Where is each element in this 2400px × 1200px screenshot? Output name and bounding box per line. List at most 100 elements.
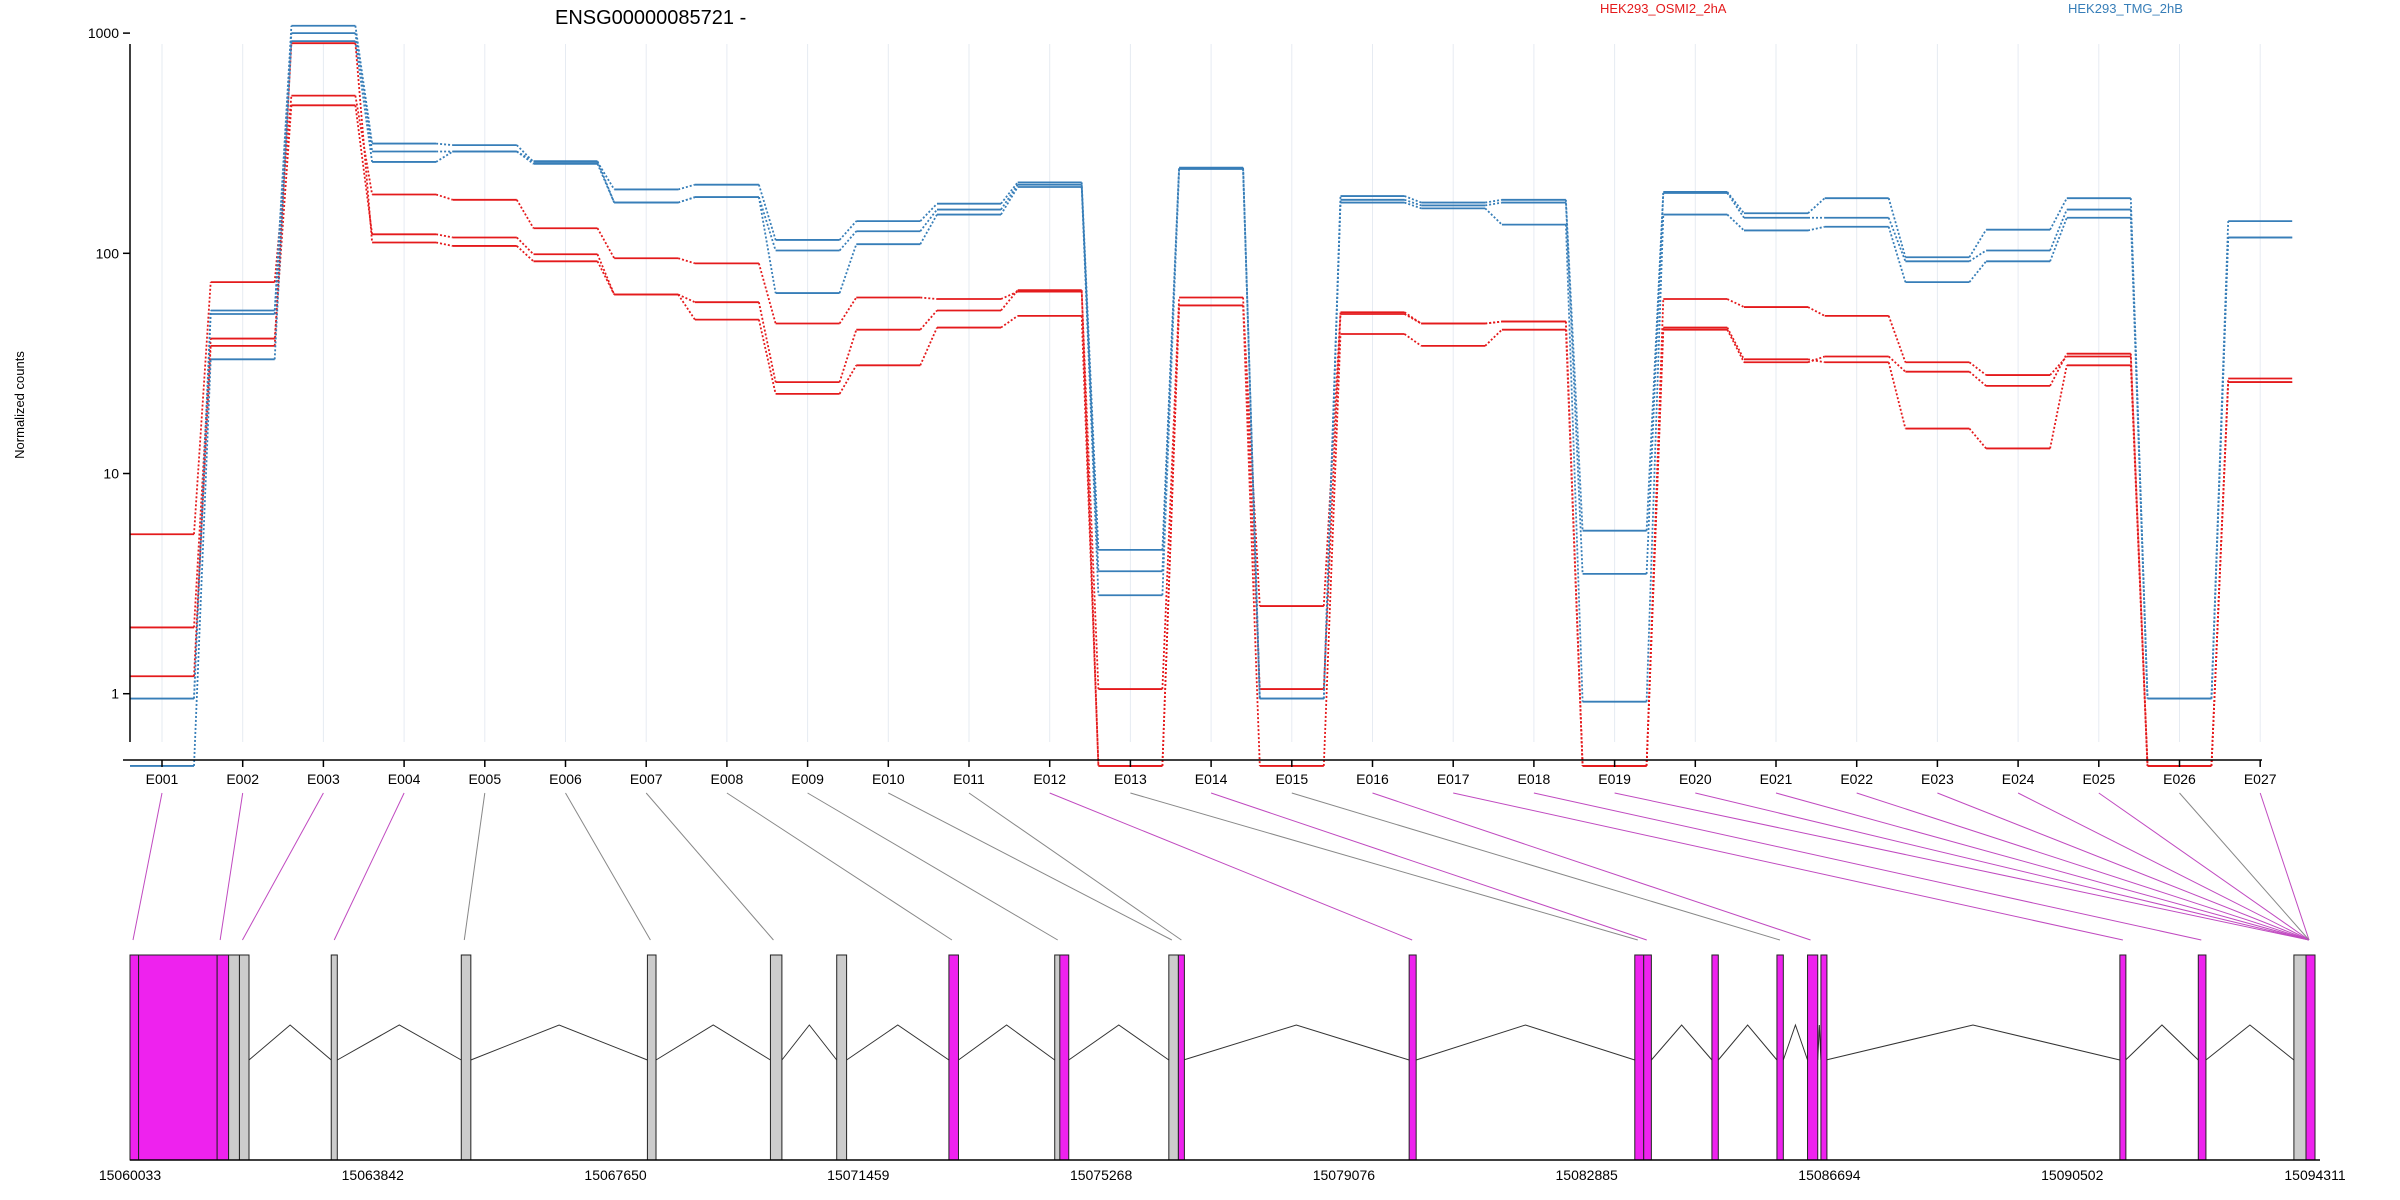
exon-connector xyxy=(1614,792,2310,941)
series-connector xyxy=(1968,427,1987,450)
x-tick-label: E027 xyxy=(2244,771,2277,787)
x-tick-label: E023 xyxy=(1921,771,1954,787)
genomic-tick-label: 15079076 xyxy=(1313,1167,1376,1183)
series-connector xyxy=(1000,186,1019,216)
y-tick-label: 100 xyxy=(96,245,120,261)
series-connector xyxy=(1080,290,1100,766)
series-connector xyxy=(1404,198,1422,207)
series-connector xyxy=(1968,371,1987,387)
series-connector xyxy=(838,364,858,395)
series-connector xyxy=(920,296,938,300)
series-connector xyxy=(1807,306,1826,317)
x-tick-label: E003 xyxy=(307,771,340,787)
intron-line xyxy=(958,1024,1056,1061)
exon-block-highlighted xyxy=(2197,954,2207,1161)
intron-line xyxy=(1717,1024,1778,1061)
exon-connector xyxy=(968,792,1182,941)
exon-block-highlighted xyxy=(1059,954,1070,1161)
series-connector xyxy=(758,319,777,395)
series-connector xyxy=(2049,365,2068,449)
series-connector xyxy=(596,227,615,259)
series-connector xyxy=(2049,197,2068,231)
y-tick-label: 1000 xyxy=(88,25,119,41)
exon-connector xyxy=(1775,792,2310,941)
x-tick-label: E014 xyxy=(1195,771,1228,787)
series-connector xyxy=(435,241,453,247)
series-connector xyxy=(516,150,534,162)
vertical-grid xyxy=(161,44,2261,742)
series-connector xyxy=(435,193,454,201)
series-connector xyxy=(1242,168,1261,699)
legend-entry-osmi: HEK293_OSMI2_2hA xyxy=(1600,1,1727,16)
series-connector xyxy=(1968,229,1987,258)
series-connector xyxy=(838,230,857,252)
y-ticks: 1 10 100 1000 xyxy=(88,25,130,761)
series-connector xyxy=(1726,327,1745,360)
series-lines xyxy=(130,24,2293,767)
intron-line xyxy=(248,1024,332,1061)
exon-block-highlighted xyxy=(1177,954,1185,1161)
exon-connector xyxy=(333,792,405,941)
series-connector xyxy=(354,32,373,152)
y-tick-label: 10 xyxy=(103,466,119,482)
series-connector xyxy=(1484,329,1503,347)
exon-block-highlighted xyxy=(1820,954,1828,1161)
series-connector xyxy=(1322,312,1342,607)
series-connector xyxy=(1887,315,1907,363)
exon-block xyxy=(330,954,338,1161)
exon-block-highlighted xyxy=(1643,954,1652,1161)
gene-model xyxy=(129,954,2320,1161)
series-connector xyxy=(677,257,696,265)
series-connector xyxy=(193,313,212,699)
series-connector xyxy=(2210,237,2230,699)
exon-connector xyxy=(132,792,163,941)
exon-connector xyxy=(888,792,1173,941)
series-2 xyxy=(130,42,2293,767)
series-connector xyxy=(1645,192,1665,574)
series-connector xyxy=(1645,191,1665,531)
exon-block-highlighted xyxy=(129,954,140,1161)
series-connector xyxy=(1485,198,1503,204)
series-connector xyxy=(1242,305,1261,766)
series-connector xyxy=(838,329,858,383)
intron-line xyxy=(1825,1024,2120,1061)
intron-line xyxy=(1650,1024,1713,1061)
series-connector xyxy=(436,142,453,147)
x-tick-label: E019 xyxy=(1598,771,1631,787)
exon-block-highlighted xyxy=(1408,954,1417,1161)
series-connector xyxy=(2129,353,2149,766)
chart-title: ENSG00000085721 - xyxy=(555,7,746,29)
exon-connector xyxy=(1372,792,1811,941)
exon-block-highlighted xyxy=(1776,954,1784,1161)
exon-connector xyxy=(463,792,486,941)
series-connector xyxy=(1161,168,1180,596)
series-connector xyxy=(919,214,938,245)
exon-connector xyxy=(645,792,774,941)
series-connector xyxy=(1888,355,1907,373)
exon-connector xyxy=(1291,792,1781,941)
x-tick-label: E025 xyxy=(2082,771,2115,787)
series-connector xyxy=(1565,329,1584,766)
exon-connector xyxy=(565,792,651,941)
series-connector xyxy=(1080,186,1100,596)
series-connector xyxy=(435,233,453,239)
exon-connector xyxy=(1533,792,2202,941)
x-tick-label: E020 xyxy=(1679,771,1712,787)
genomic-tick-label: 15067650 xyxy=(584,1167,647,1183)
intron-line xyxy=(1782,1023,1809,1061)
exon-block xyxy=(238,954,250,1161)
series-connector xyxy=(1807,355,1825,364)
genomic-tick-label: 15060033 xyxy=(99,1167,162,1183)
x-tick-label: E007 xyxy=(630,771,663,787)
x-tick-label: E015 xyxy=(1275,771,1308,787)
exon-connector xyxy=(1856,792,2310,941)
series-connector xyxy=(838,243,858,294)
series-connector xyxy=(758,184,777,241)
series-connector xyxy=(1404,195,1422,204)
genomic-tick-label: 15086694 xyxy=(1798,1167,1861,1183)
x-tick-label: E004 xyxy=(388,771,421,787)
x-tick-label: E021 xyxy=(1760,771,1793,787)
exon-block-highlighted xyxy=(138,954,218,1161)
intron-line xyxy=(337,1024,462,1061)
exon-block xyxy=(1168,954,1179,1161)
